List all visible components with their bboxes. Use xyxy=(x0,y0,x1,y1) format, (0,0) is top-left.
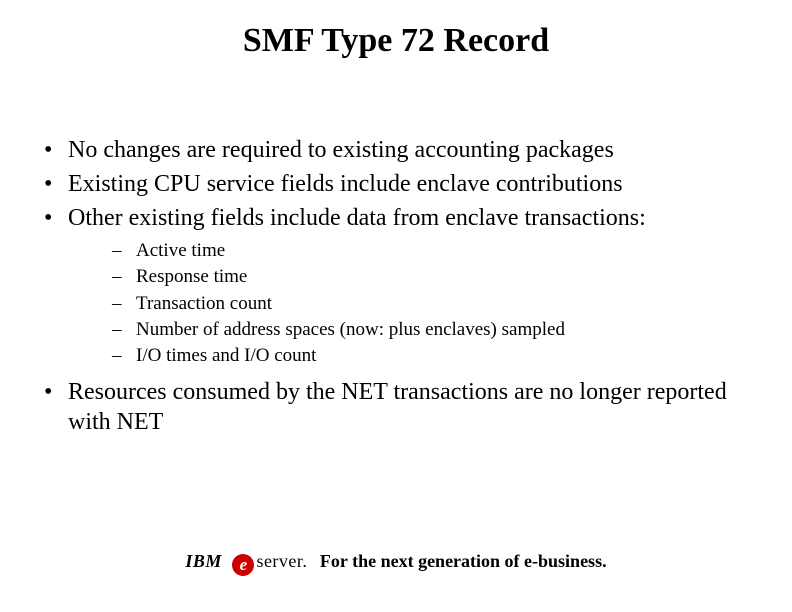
sub-bullet-item: Response time xyxy=(110,265,758,289)
sub-bullet-list: Active time Response time Transaction co… xyxy=(68,239,758,369)
bullet-item: No changes are required to existing acco… xyxy=(38,135,758,165)
ibm-logo-text: IBM xyxy=(185,551,222,571)
period-text: . xyxy=(302,551,307,571)
footer-tagline: IBM eserver. For the next generation of … xyxy=(0,551,792,576)
slide-body: No changes are required to existing acco… xyxy=(38,135,758,441)
server-text: server xyxy=(256,551,302,571)
bullet-item: Resources consumed by the NET transactio… xyxy=(38,377,758,437)
slide-title: SMF Type 72 Record xyxy=(0,22,792,60)
sub-bullet-text: I/O times and I/O count xyxy=(136,345,316,366)
bullet-text: Existing CPU service fields include encl… xyxy=(68,171,623,197)
bullet-text: Other existing fields include data from … xyxy=(68,205,646,231)
sub-bullet-text: Active time xyxy=(136,240,225,261)
slide: SMF Type 72 Record No changes are requir… xyxy=(0,0,792,612)
sub-bullet-text: Response time xyxy=(136,266,247,287)
sub-bullet-text: Transaction count xyxy=(136,293,272,314)
bullet-item: Other existing fields include data from … xyxy=(38,203,758,369)
bullet-item: Existing CPU service fields include encl… xyxy=(38,169,758,199)
sub-bullet-text: Number of address spaces (now: plus encl… xyxy=(136,319,565,340)
sub-bullet-item: Number of address spaces (now: plus encl… xyxy=(110,318,758,342)
bullet-text: No changes are required to existing acco… xyxy=(68,137,614,163)
sub-bullet-item: Active time xyxy=(110,239,758,263)
bullet-list: No changes are required to existing acco… xyxy=(38,135,758,437)
bullet-text: Resources consumed by the NET transactio… xyxy=(68,379,727,435)
sub-bullet-item: I/O times and I/O count xyxy=(110,344,758,368)
tagline-text: For the next generation of e-business. xyxy=(320,551,607,571)
sub-bullet-item: Transaction count xyxy=(110,292,758,316)
e-business-icon: e xyxy=(232,554,254,576)
